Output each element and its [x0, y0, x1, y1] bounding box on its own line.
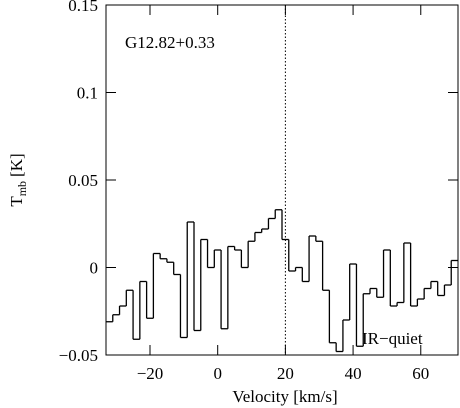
x-tick-label: 40 — [345, 364, 362, 383]
y-tick-label: 0.05 — [68, 171, 98, 190]
plot-frame — [105, 4, 459, 356]
y-tick-label: 0.15 — [68, 0, 98, 15]
annotation: IR−quiet — [362, 329, 423, 348]
y-tick-label: 0.1 — [77, 84, 98, 103]
y-axis-label: Tmb [K] — [7, 153, 29, 206]
y-label-main: T — [7, 196, 26, 207]
y-label-sub: mb — [15, 181, 29, 196]
y-label-unit: [K] — [7, 153, 26, 177]
annotation: G12.82+0.33 — [125, 33, 215, 52]
x-tick-label: 60 — [412, 364, 429, 383]
x-axis-label: Velocity [km/s] — [232, 387, 337, 406]
y-tick-label: −0.05 — [59, 346, 98, 365]
x-tick-label: 0 — [213, 364, 222, 383]
x-tick-label: 20 — [277, 364, 294, 383]
y-tick-label: 0 — [90, 259, 99, 278]
x-tick-label: −20 — [137, 364, 164, 383]
